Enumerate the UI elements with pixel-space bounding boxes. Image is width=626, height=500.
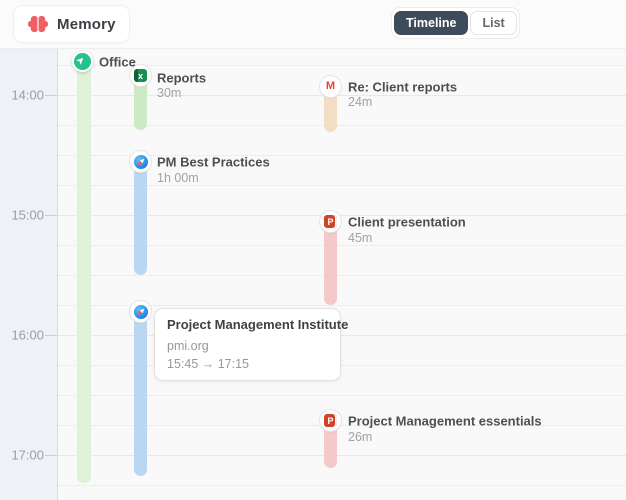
event-duration: 1h 00m	[157, 171, 199, 185]
hour-label: 16:00	[11, 327, 44, 343]
gmail-icon[interactable]: M	[320, 76, 341, 97]
event-duration: 24m	[348, 95, 373, 109]
gridline	[58, 305, 626, 306]
event-duration: 45m	[348, 231, 373, 245]
powerpoint-icon[interactable]: P	[320, 410, 341, 431]
gridline-hour	[58, 335, 626, 336]
powerpoint-icon[interactable]: P	[320, 211, 341, 232]
gridline	[58, 365, 626, 366]
event-bar-pmi[interactable]	[134, 303, 147, 476]
gridline-hour	[58, 215, 626, 216]
event-duration: 26m	[348, 430, 373, 444]
hour-label: 14:00	[11, 87, 44, 103]
gridline	[58, 245, 626, 246]
gridline-hour	[58, 455, 626, 456]
timeline-canvas: 14:00 15:00 16:00 17:00 ➤ Office x Repor…	[0, 49, 626, 500]
event-title: Project Management essentials	[348, 413, 542, 429]
time-gutter	[0, 49, 58, 500]
card-time-range: 15:45 → 17:15	[167, 357, 250, 371]
event-duration: 30m	[157, 86, 182, 100]
app-logo[interactable]: Memory	[14, 6, 129, 42]
gridline	[58, 155, 626, 156]
timeline-tab[interactable]: Timeline	[394, 11, 469, 35]
navigation-arrow-icon[interactable]: ➤	[72, 51, 93, 72]
event-detail-card: Project Management Institute pmi.org 15:…	[154, 308, 349, 381]
gridline	[58, 395, 626, 396]
hour-tick	[45, 95, 57, 96]
hour-tick	[45, 455, 57, 456]
card-title: Project Management Institute	[167, 317, 349, 332]
gridline	[58, 485, 626, 486]
hour-label: 15:00	[11, 207, 44, 223]
safari-icon[interactable]	[130, 301, 151, 322]
gridline	[58, 125, 626, 126]
app-title: Memory	[57, 15, 116, 33]
hour-label: 17:00	[11, 447, 44, 463]
gridline	[58, 185, 626, 186]
office-track-label: Office	[99, 54, 136, 70]
app-header: Memory Timeline List	[0, 0, 626, 49]
card-domain: pmi.org	[167, 339, 209, 353]
list-tab[interactable]: List	[470, 11, 517, 35]
office-track-bar[interactable]	[77, 53, 91, 483]
event-title: Reports	[157, 70, 207, 86]
event-bar-pm-best-practices[interactable]	[134, 153, 147, 275]
brain-icon	[27, 14, 49, 34]
gridline	[58, 425, 626, 426]
gridline-hour	[58, 95, 626, 96]
hour-tick	[45, 335, 57, 336]
event-bar-client-presentation[interactable]	[324, 213, 337, 305]
event-title: PM Best Practices	[157, 154, 270, 170]
event-title: Client presentation	[348, 214, 466, 230]
event-title: Re: Client reports	[348, 79, 458, 95]
view-toggle: Timeline List	[391, 7, 520, 39]
excel-icon[interactable]: x	[130, 65, 151, 86]
gridline	[58, 65, 626, 66]
gridline	[58, 275, 626, 276]
hour-tick	[45, 215, 57, 216]
safari-icon[interactable]	[130, 151, 151, 172]
